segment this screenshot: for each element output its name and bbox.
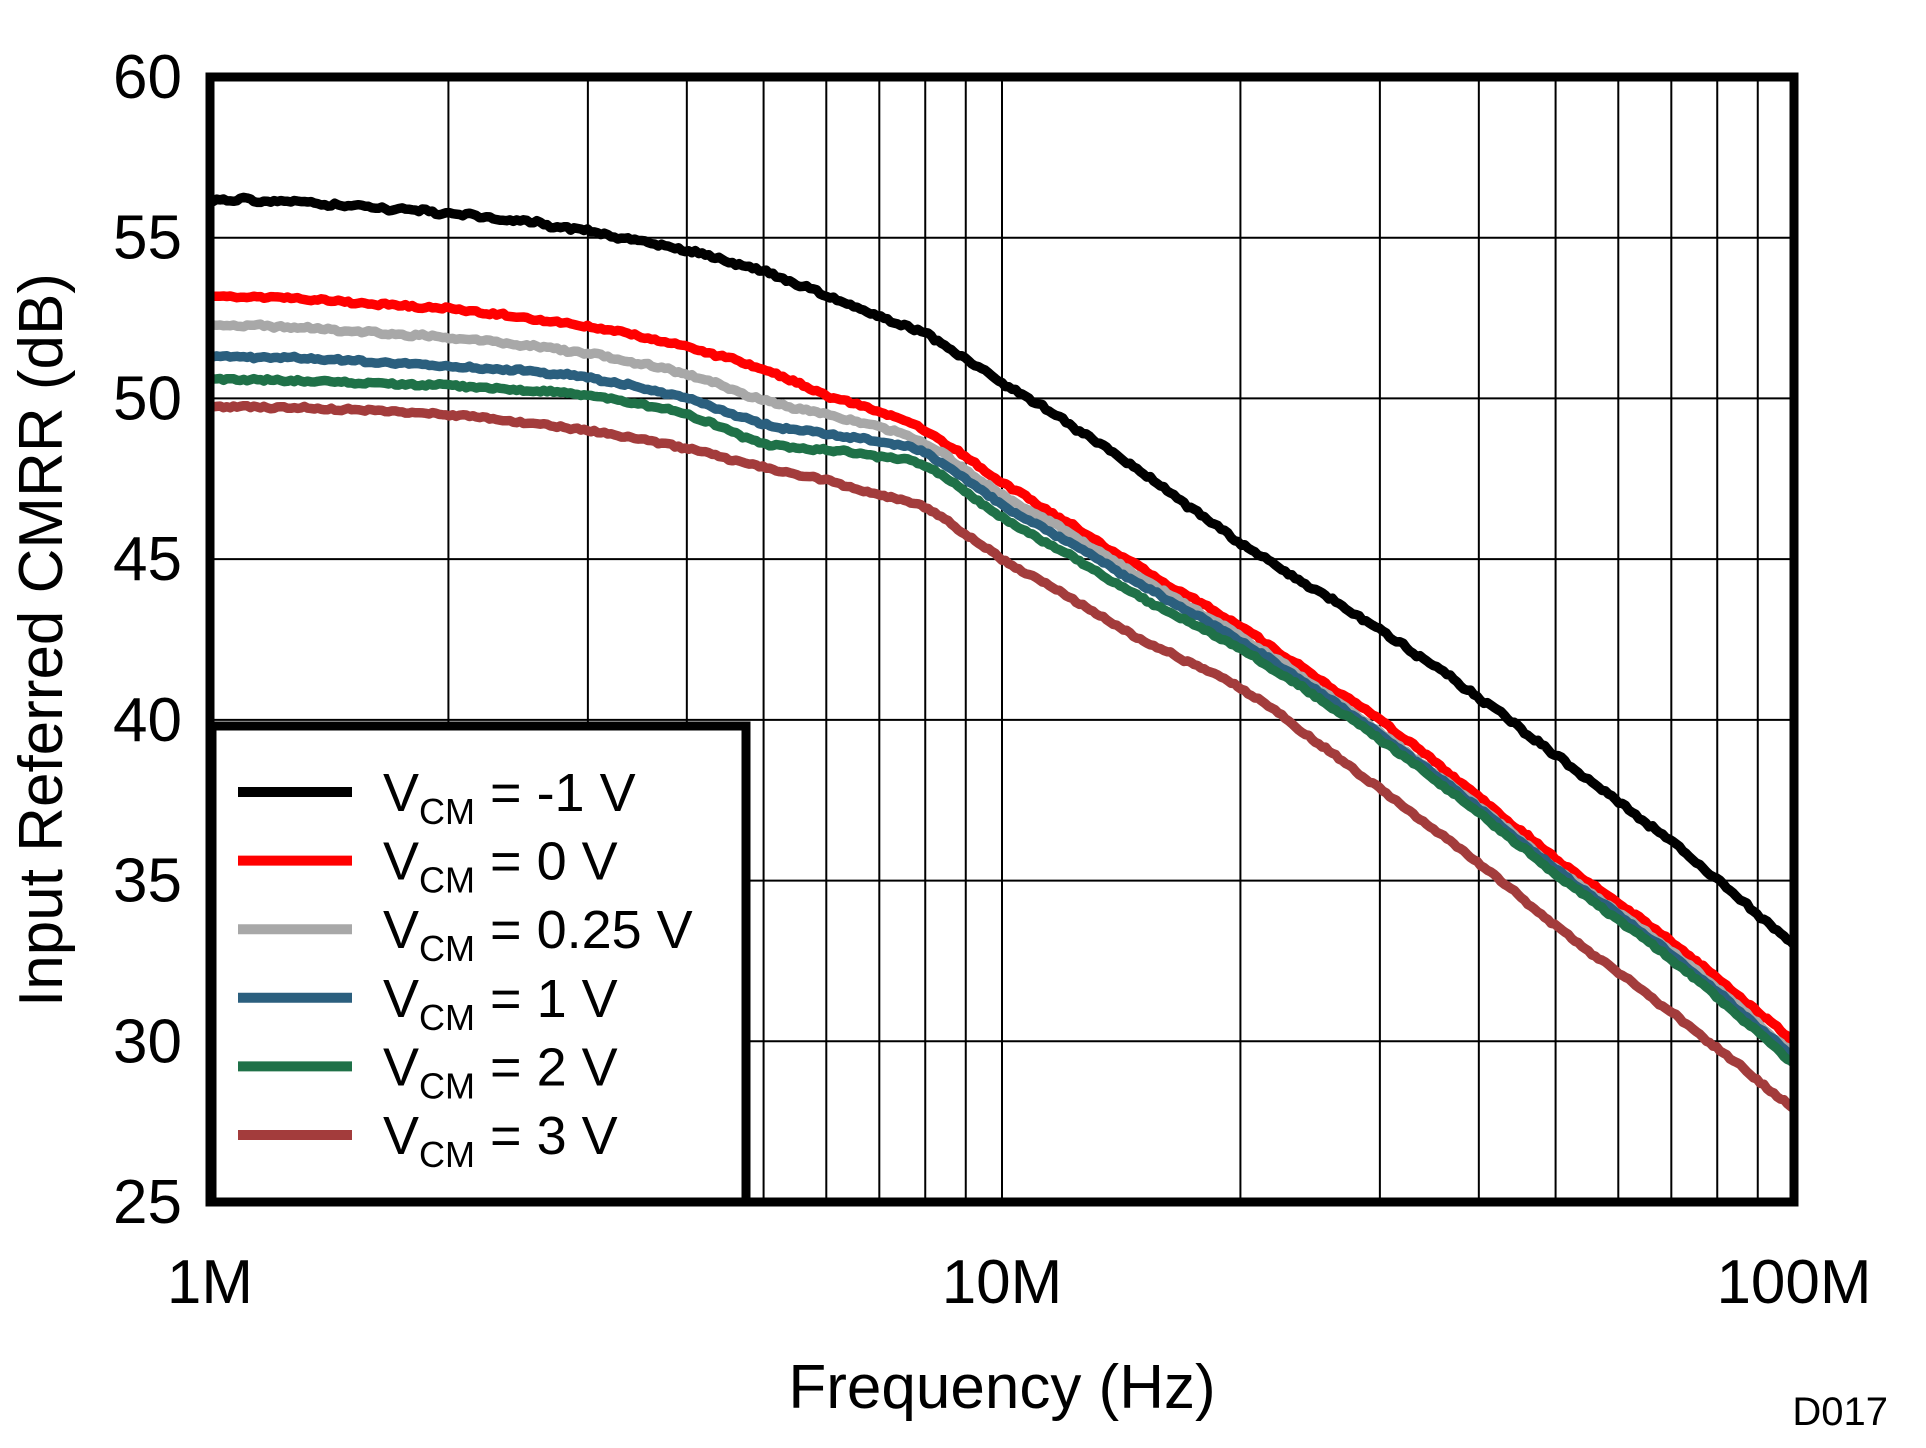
figure-id-watermark: D017 [1792,1390,1888,1434]
y-tick-45: 45 [113,525,182,594]
y-axis-label: Input Referred CMRR (dB) [7,273,76,1007]
y-tick-25: 25 [113,1168,182,1237]
legend-label-4: VCM = 2 V [383,1037,618,1106]
x-tick-labels: 1M 10M 100M [167,1248,1872,1317]
legend-label-1: VCM = 0 V [383,832,618,901]
x-tick-1M: 1M [167,1248,253,1317]
y-tick-55: 55 [113,204,182,273]
legend-label-3: VCM = 1 V [383,969,618,1038]
curve-2v [213,373,1791,1068]
curve-0v [213,291,1791,1046]
legend-label-5: VCM = 3 V [383,1106,618,1175]
legend-label-0: VCM = -1 V [383,763,636,832]
plot-frame [205,72,1799,1207]
legend-label-2: VCM = 0.25 V [383,900,693,969]
curve-3v [213,400,1791,1113]
legend-box [207,721,751,1207]
y-tick-labels: 60 55 50 45 40 35 30 25 [113,43,182,1237]
y-tick-60: 60 [113,43,182,112]
curve--1v [213,192,1791,949]
data-curves [213,192,1791,1113]
gridlines [210,77,1794,1202]
x-axis-label: Frequency (Hz) [788,1353,1215,1422]
y-tick-35: 35 [113,847,182,916]
x-tick-10M: 10M [942,1248,1063,1317]
y-tick-50: 50 [113,364,182,433]
y-tick-40: 40 [113,686,182,755]
x-tick-100M: 100M [1716,1248,1871,1317]
y-tick-30: 30 [113,1007,182,1076]
